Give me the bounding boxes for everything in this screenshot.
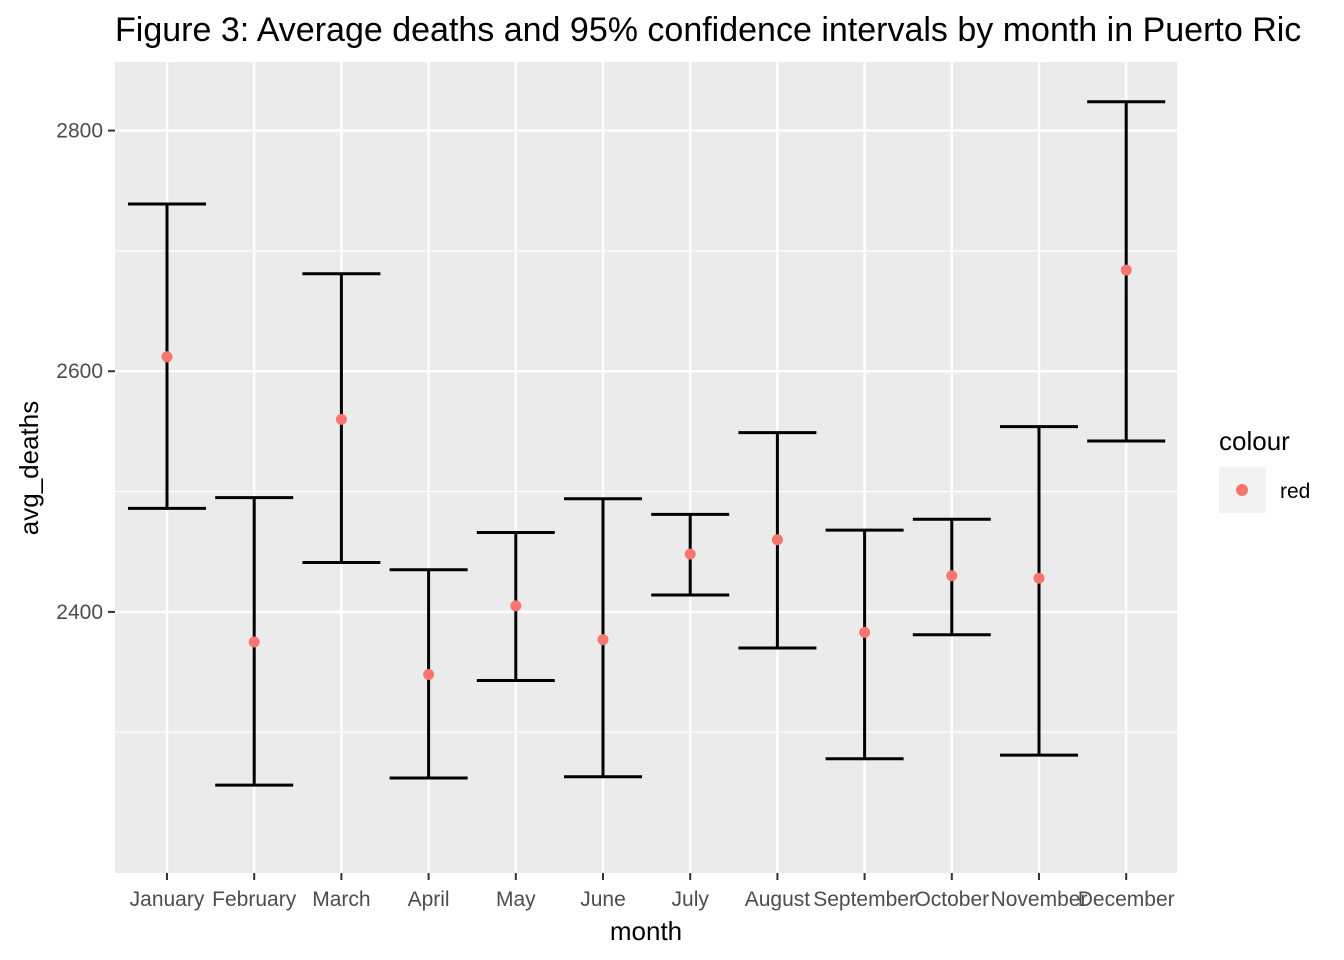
legend-label-red: red	[1280, 480, 1310, 503]
y-tick-label: 2800	[56, 120, 103, 143]
x-tick-label: March	[312, 888, 370, 911]
x-axis: January February March April May June July Augu…	[130, 873, 1175, 911]
x-tick-label: May	[496, 888, 536, 911]
x-tick-label: July	[672, 888, 710, 911]
legend-key-point	[1236, 484, 1248, 496]
error-bar-november	[1000, 425, 1078, 757]
legend: colour red	[1219, 426, 1310, 513]
data-point-october	[946, 570, 958, 582]
x-tick-label: January	[130, 888, 205, 911]
data-point-september	[859, 626, 871, 638]
x-tick-label: September	[813, 888, 916, 911]
x-tick-label: April	[408, 888, 450, 911]
y-axis-title: avg_deaths	[14, 401, 44, 535]
data-point-november	[1033, 572, 1045, 584]
data-point-may	[510, 600, 522, 612]
x-tick-label: October	[914, 888, 989, 911]
y-tick-label: 2400	[56, 601, 103, 624]
x-tick-label: June	[580, 888, 626, 911]
data-point-july	[684, 548, 696, 560]
x-tick-label: February	[212, 888, 297, 911]
plot-panel	[115, 62, 1177, 873]
legend-title: colour	[1219, 426, 1290, 456]
data-point-april	[423, 668, 435, 680]
x-tick-label: November	[991, 888, 1088, 911]
x-tick-label: August	[745, 888, 811, 911]
data-point-january	[161, 351, 173, 363]
x-tick-label: December	[1078, 888, 1175, 911]
x-axis-title: month	[610, 916, 682, 946]
y-axis: 2400 2600 2800	[56, 120, 115, 624]
data-point-june	[597, 634, 609, 646]
data-point-march	[335, 413, 347, 425]
data-point-december	[1120, 264, 1132, 276]
data-points	[161, 264, 1132, 680]
data-point-august	[771, 534, 783, 546]
chart-title: Figure 3: Average deaths and 95% confide…	[115, 11, 1301, 49]
y-tick-label: 2600	[56, 360, 103, 383]
data-point-february	[248, 636, 260, 648]
error-bar-september	[825, 528, 904, 761]
